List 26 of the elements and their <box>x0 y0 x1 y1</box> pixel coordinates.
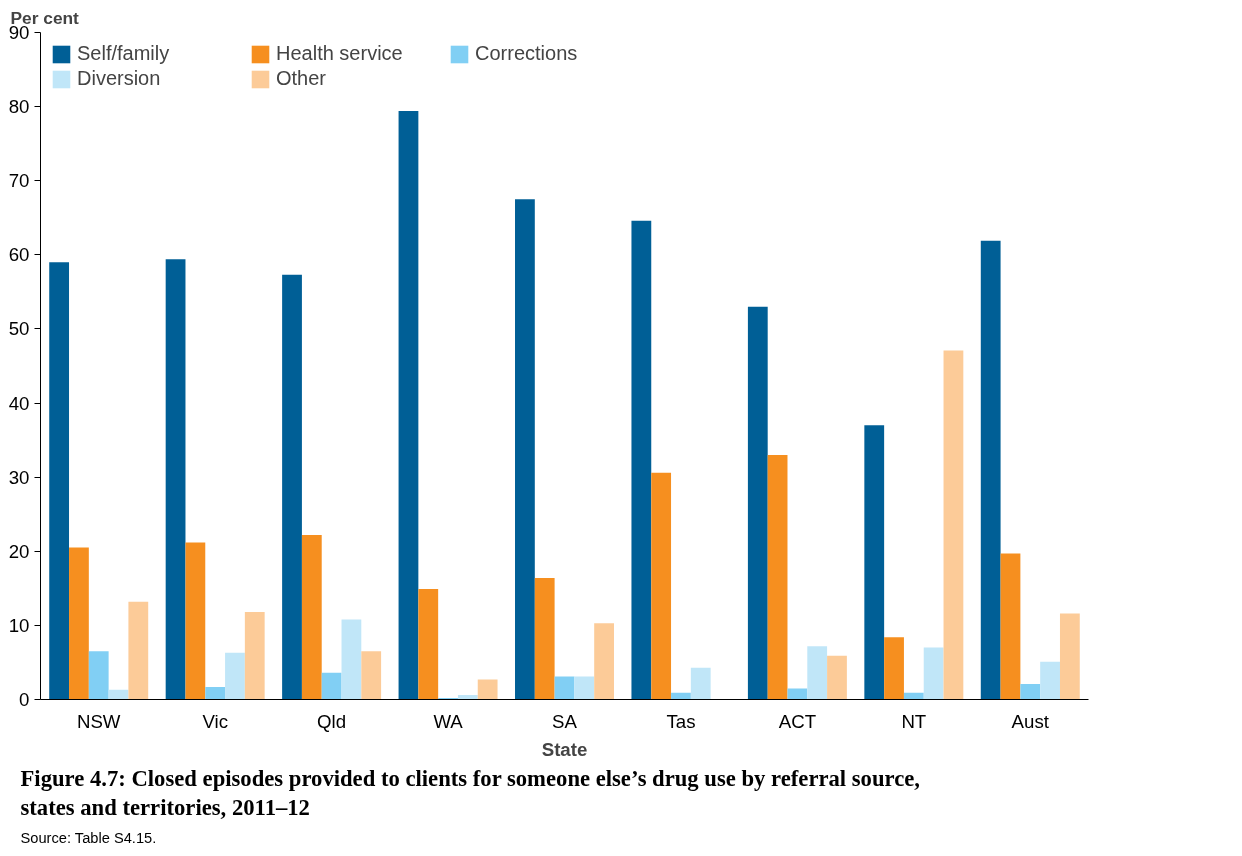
legend-label: Corrections <box>475 42 579 65</box>
x-tick-label: NSW <box>76 710 121 732</box>
x-tick-label: Qld <box>317 710 347 732</box>
legend-label: Self/family <box>77 42 171 65</box>
x-axis-title: State <box>541 738 588 760</box>
x-tick-label: ACT <box>778 710 817 732</box>
x-tick-label: NT <box>901 710 927 732</box>
text: Figure 4.7: Closed episodes provided to clients for someone else’s drug use by referral source, states and territories, 2011–12 <box>20 765 920 820</box>
y-tick-label: 70 <box>8 170 30 192</box>
legend-label: Other <box>276 67 328 90</box>
y-tick-label: 0 <box>19 689 30 710</box>
legend-label: Diversion <box>77 67 162 90</box>
y-tick-label: 20 <box>8 540 30 562</box>
y-tick-label: 60 <box>8 244 30 266</box>
y-tick-label: 40 <box>8 392 30 414</box>
x-tick-label: SA <box>552 710 578 732</box>
x-tick-label: Tas <box>666 710 696 732</box>
x-tick-label: Aust <box>1011 710 1050 732</box>
y-tick-label: 10 <box>8 614 30 636</box>
source-note: Source: Table S4.15. <box>20 829 157 846</box>
y-tick-label: 80 <box>8 96 30 118</box>
x-tick-label: WA <box>433 710 464 732</box>
x-tick-label: Vic <box>202 710 228 732</box>
y-tick-label: 30 <box>8 466 30 488</box>
y-tick-label: 50 <box>8 318 30 340</box>
legend-label: Health service <box>276 42 404 65</box>
